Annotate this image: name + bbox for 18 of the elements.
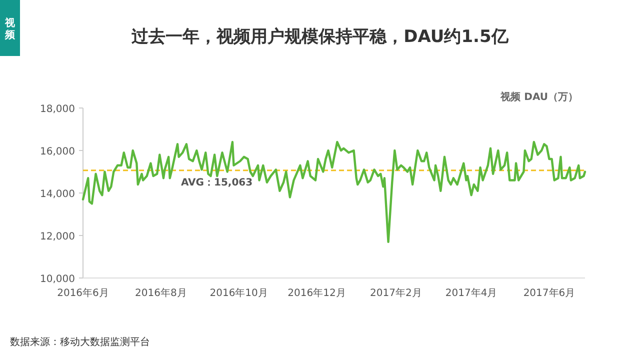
y-tick-label: 18,000 xyxy=(40,104,75,115)
x-tick-label: 2016年8月 xyxy=(135,287,187,299)
text: 视频 xyxy=(4,17,16,41)
x-tick-label: 2017年4月 xyxy=(445,287,498,299)
y-tick-label: 16,000 xyxy=(40,146,75,158)
y-tick-label: 14,000 xyxy=(40,189,75,200)
source-note: 数据来源：移动大数据监测平台 xyxy=(10,336,150,348)
line-series xyxy=(82,140,586,243)
x-tick-label: 2016年6月 xyxy=(57,287,109,299)
ref-line-label: AVG：15,063 xyxy=(181,177,253,188)
y-tick-label: 10,000 xyxy=(40,274,75,285)
y-tick-label: 12,000 xyxy=(40,232,75,242)
chart-title: 过去一年，视频用户规模保持平稳，DAU约1.5亿 xyxy=(130,27,510,47)
y-axis-title: 视频 DAU（万） xyxy=(500,91,578,103)
x-tick-label: 2017年2月 xyxy=(370,287,422,299)
x-tick-label: 2016年10月 xyxy=(210,287,268,299)
x-tick-label: 2016年12月 xyxy=(288,287,346,299)
x-tick-label: 2017年6月 xyxy=(523,287,576,299)
